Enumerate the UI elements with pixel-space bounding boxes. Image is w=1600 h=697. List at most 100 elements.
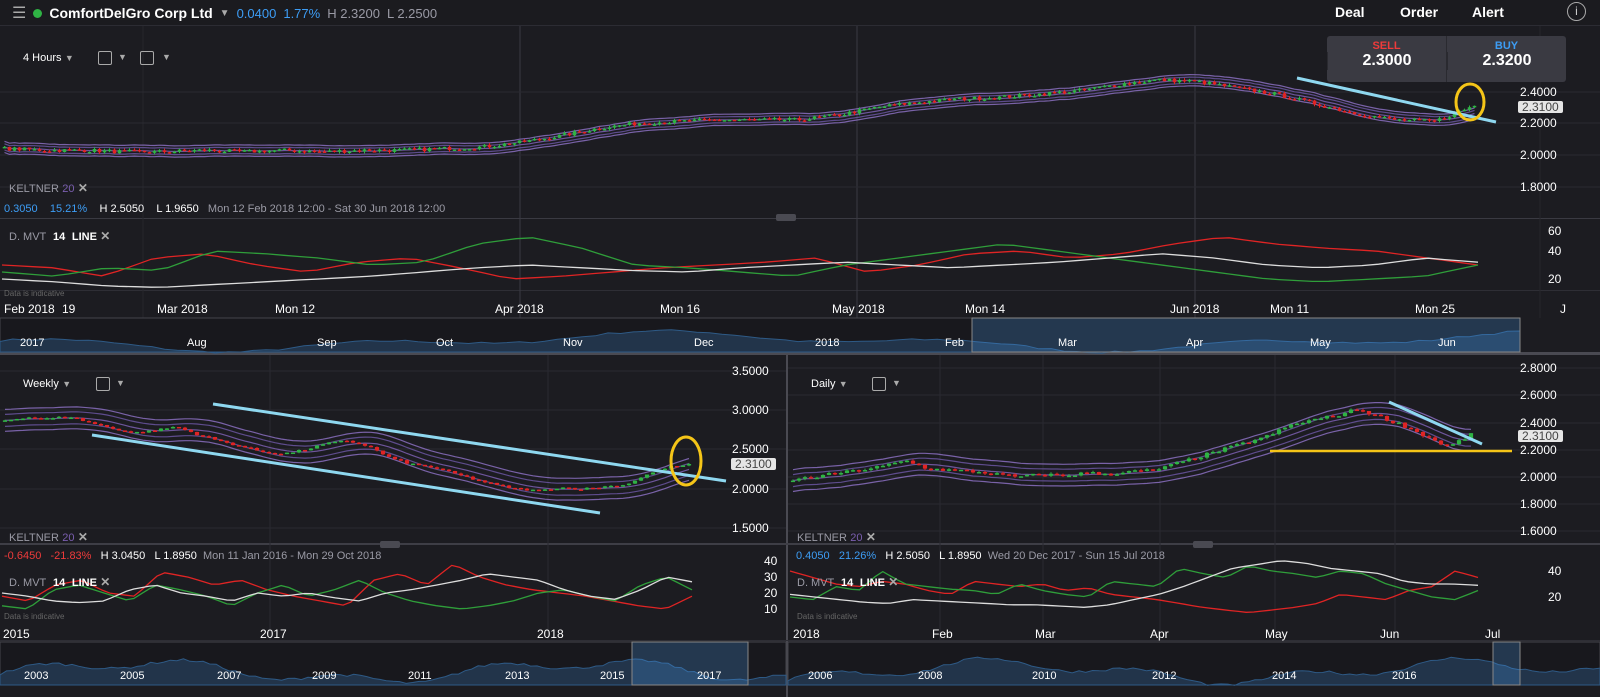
instrument-dropdown-icon[interactable]: ▼ [219,7,230,19]
drawing-annotations[interactable] [91,76,1512,515]
dropdown-icon[interactable]: ▼ [162,52,171,62]
indicators-icon[interactable] [98,51,112,65]
candle [886,463,892,466]
candle [872,106,877,109]
candle [477,146,482,150]
candle [432,148,437,150]
candle [827,114,832,116]
candle [1337,108,1342,112]
candle [647,123,652,126]
alert-button[interactable]: Alert [1472,4,1504,20]
candle [1267,93,1272,96]
candle [218,439,224,442]
candle [1027,94,1032,97]
candle [1216,451,1222,454]
info-icon[interactable]: i [1567,2,1586,21]
remove-keltner-icon[interactable]: ✕ [77,530,88,544]
trendline[interactable] [1388,400,1483,446]
navigator-selection-window[interactable] [971,317,1521,353]
candle [1156,469,1162,471]
indicators-icon[interactable] [872,377,886,391]
candle [807,119,812,121]
candle [837,114,842,117]
candle [1432,437,1438,441]
candle [1112,85,1117,87]
channel-lower-line[interactable] [91,433,601,515]
date-axis-label: Mon 14 [965,302,1006,316]
candle [1322,105,1327,108]
channel-upper-line[interactable] [212,402,727,483]
remove-indicator-icon[interactable]: ✕ [100,575,111,589]
candle [662,468,668,471]
candle [1054,473,1060,476]
candle [582,131,587,134]
candle [572,131,577,136]
candle [1082,88,1087,91]
candle [87,151,92,154]
candle [7,146,12,151]
highlight-ellipse[interactable] [1454,82,1486,122]
keltner-label: KELTNER [9,183,59,195]
candle [422,147,427,152]
navigator-selection-window[interactable] [1492,641,1521,686]
candle [934,468,940,471]
sell-button[interactable]: SELL 2.3000 [1327,36,1446,82]
remove-keltner-icon[interactable]: ✕ [77,181,88,195]
interval-selector[interactable]: Daily ▼ [811,376,848,390]
interval-selector[interactable]: 4 Hours ▼ [23,50,74,64]
dropdown-icon[interactable]: ▼ [116,378,125,388]
candle [1047,91,1052,96]
dropdown-icon[interactable]: ▼ [118,52,127,62]
indicators-icon[interactable] [96,377,110,391]
panel-resize-handle[interactable] [1193,541,1213,548]
deal-button[interactable]: Deal [1335,4,1365,20]
remove-indicator-icon[interactable]: ✕ [100,229,111,243]
panel-resize-handle[interactable] [776,214,796,221]
candle [1217,83,1222,86]
candle [362,443,368,446]
order-button[interactable]: Order [1400,4,1439,20]
price-axis-label: 2.0000 [1520,470,1557,484]
candle [578,489,584,491]
candle [644,474,650,478]
candle [797,117,802,121]
candle [970,470,976,473]
highlight-ellipse[interactable] [669,435,703,487]
candle [790,480,796,483]
hamburger-menu-icon[interactable]: ☰ [12,5,27,22]
candle [357,150,362,152]
sell-price: 2.3000 [1327,52,1446,70]
candle [808,477,814,479]
indicator-legend: D. MVT 14 LINE ✕ [797,575,898,589]
candle [1207,81,1212,85]
candle [940,468,946,471]
candle [1000,473,1006,475]
instrument-name[interactable]: ComfortDelGro Corp Ltd [49,5,213,21]
keltner-band-line [4,411,690,484]
navigator-selection-window[interactable] [631,641,749,686]
remove-indicator-icon[interactable]: ✕ [888,575,899,589]
mvt-red-line [1,564,693,610]
layout-icon[interactable] [140,51,154,65]
candle [1222,83,1227,87]
remove-keltner-icon[interactable]: ✕ [865,530,876,544]
dropdown-icon[interactable]: ▼ [892,378,901,388]
candle [1042,93,1047,96]
candle [638,477,644,481]
interval-selector[interactable]: Weekly ▼ [23,376,71,390]
buy-button[interactable]: BUY 2.3200 [1446,36,1566,82]
candle [942,98,947,101]
price-axis-label: 2.4000 [1520,416,1557,430]
candle [1327,107,1332,109]
trendline[interactable] [1296,76,1497,124]
candle [1182,79,1187,82]
candle [224,440,230,443]
candle [1117,86,1122,88]
indicator-axis-label: 20 [764,586,778,600]
candle [1282,427,1288,430]
candle [17,147,22,151]
candle [278,453,284,456]
panel-resize-handle[interactable] [380,541,400,548]
indicator-period: 14 [840,577,854,589]
